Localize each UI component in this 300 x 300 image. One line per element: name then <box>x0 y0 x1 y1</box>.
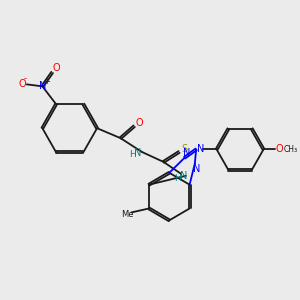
Text: N: N <box>193 164 200 174</box>
Text: N: N <box>134 148 142 158</box>
Text: Me: Me <box>121 210 134 219</box>
Text: O: O <box>135 118 143 128</box>
Text: N: N <box>183 148 190 158</box>
Text: -: - <box>23 74 26 83</box>
Text: N: N <box>39 81 46 91</box>
Text: CH₃: CH₃ <box>284 145 298 154</box>
Text: H: H <box>174 174 181 183</box>
Text: N: N <box>197 144 205 154</box>
Text: N: N <box>180 171 188 181</box>
Text: S: S <box>181 144 187 154</box>
Text: O: O <box>52 62 60 73</box>
Text: H: H <box>129 151 136 160</box>
Text: O: O <box>275 144 283 154</box>
Text: O: O <box>18 80 26 89</box>
Text: +: + <box>43 77 50 86</box>
